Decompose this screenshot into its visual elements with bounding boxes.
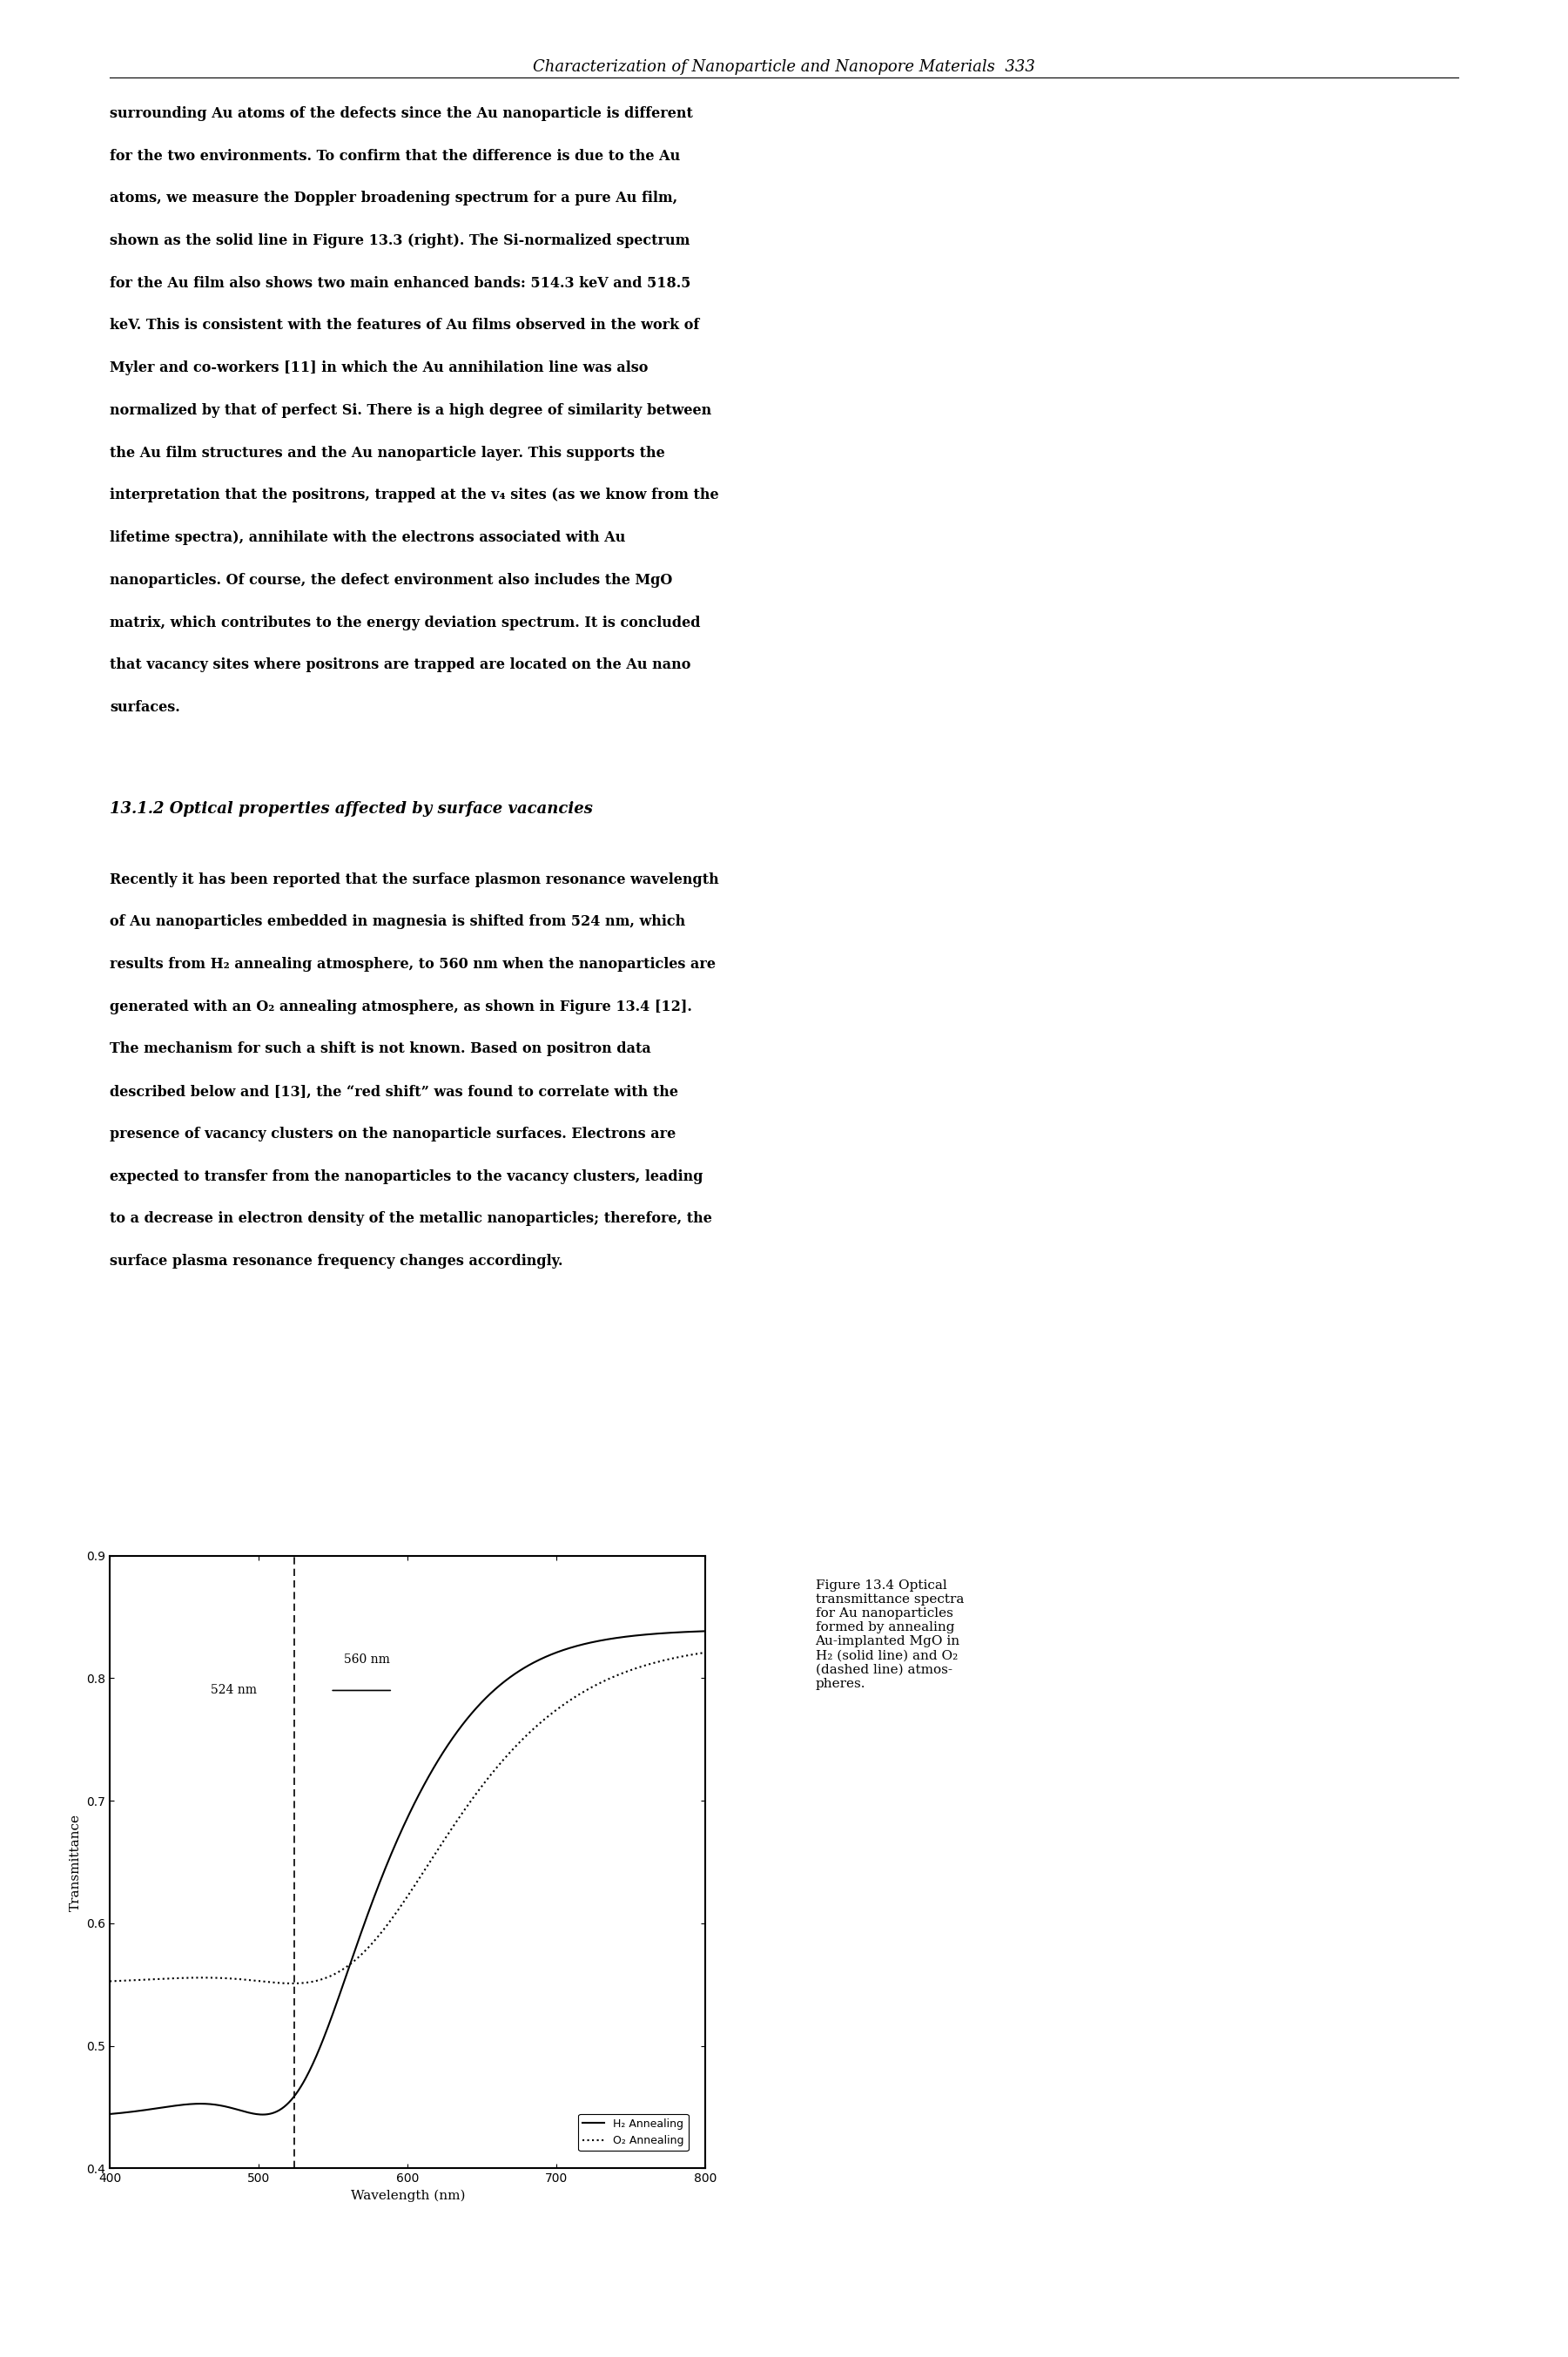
Text: shown as the solid line in Figure 13.3 (right). The Si-normalized spectrum: shown as the solid line in Figure 13.3 (… (110, 233, 690, 247)
Text: 524 nm: 524 nm (212, 1685, 257, 1697)
Text: surfaces.: surfaces. (110, 700, 180, 714)
Text: Myler and co-workers [11] in which the Au annihilation line was also: Myler and co-workers [11] in which the A… (110, 361, 648, 375)
Text: lifetime spectra), annihilate with the electrons associated with Au: lifetime spectra), annihilate with the e… (110, 530, 626, 544)
X-axis label: Wavelength (nm): Wavelength (nm) (350, 2190, 466, 2201)
Text: 13.1.2 Optical properties affected by surface vacancies: 13.1.2 Optical properties affected by su… (110, 801, 593, 818)
Text: described below and [13], the “red shift” was found to correlate with the: described below and [13], the “red shift… (110, 1084, 679, 1098)
Y-axis label: Transmittance: Transmittance (69, 1813, 82, 1912)
Text: expected to transfer from the nanoparticles to the vacancy clusters, leading: expected to transfer from the nanopartic… (110, 1169, 702, 1183)
Text: for the Au film also shows two main enhanced bands: 514.3 keV and 518.5: for the Au film also shows two main enha… (110, 276, 691, 290)
Text: generated with an O₂ annealing atmosphere, as shown in Figure 13.4 [12].: generated with an O₂ annealing atmospher… (110, 999, 691, 1014)
Text: to a decrease in electron density of the metallic nanoparticles; therefore, the: to a decrease in electron density of the… (110, 1211, 712, 1226)
Text: of Au nanoparticles embedded in magnesia is shifted from 524 nm, which: of Au nanoparticles embedded in magnesia… (110, 915, 685, 929)
Text: for the two environments. To confirm that the difference is due to the Au: for the two environments. To confirm tha… (110, 148, 681, 163)
Text: keV. This is consistent with the features of Au films observed in the work of: keV. This is consistent with the feature… (110, 318, 699, 332)
Text: the Au film structures and the Au nanoparticle layer. This supports the: the Au film structures and the Au nanopa… (110, 445, 665, 460)
Text: interpretation that the positrons, trapped at the v₄ sites (as we know from the: interpretation that the positrons, trapp… (110, 488, 718, 502)
Text: Characterization of Nanoparticle and Nanopore Materials  333: Characterization of Nanoparticle and Nan… (533, 59, 1035, 75)
Text: presence of vacancy clusters on the nanoparticle surfaces. Electrons are: presence of vacancy clusters on the nano… (110, 1127, 676, 1141)
Text: surrounding Au atoms of the defects since the Au nanoparticle is different: surrounding Au atoms of the defects sinc… (110, 106, 693, 120)
Text: 560 nm: 560 nm (343, 1655, 390, 1666)
Text: that vacancy sites where positrons are trapped are located on the Au nano: that vacancy sites where positrons are t… (110, 658, 691, 672)
Text: matrix, which contributes to the energy deviation spectrum. It is concluded: matrix, which contributes to the energy … (110, 615, 701, 629)
Text: nanoparticles. Of course, the defect environment also includes the MgO: nanoparticles. Of course, the defect env… (110, 573, 673, 587)
Text: results from H₂ annealing atmosphere, to 560 nm when the nanoparticles are: results from H₂ annealing atmosphere, to… (110, 957, 715, 971)
Text: Recently it has been reported that the surface plasmon resonance wavelength: Recently it has been reported that the s… (110, 872, 720, 886)
Text: normalized by that of perfect Si. There is a high degree of similarity between: normalized by that of perfect Si. There … (110, 403, 712, 417)
Text: atoms, we measure the Doppler broadening spectrum for a pure Au film,: atoms, we measure the Doppler broadening… (110, 191, 677, 205)
Text: The mechanism for such a shift is not known. Based on positron data: The mechanism for such a shift is not kn… (110, 1042, 651, 1056)
Legend: H₂ Annealing, O₂ Annealing: H₂ Annealing, O₂ Annealing (579, 2114, 688, 2150)
Text: surface plasma resonance frequency changes accordingly.: surface plasma resonance frequency chang… (110, 1254, 563, 1268)
Text: Figure 13.4 Optical
transmittance spectra
for Au nanoparticles
formed by anneali: Figure 13.4 Optical transmittance spectr… (815, 1579, 964, 1690)
